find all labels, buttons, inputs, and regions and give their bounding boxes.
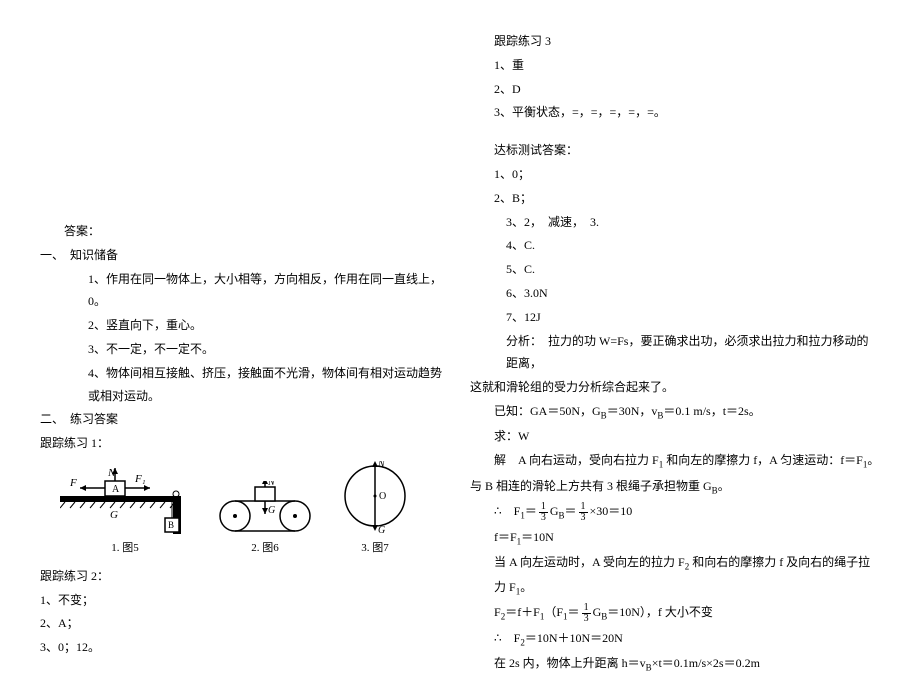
eq-line: ∴ F1＝13GB＝13×30＝10 bbox=[470, 500, 880, 524]
db-item: 4、C. bbox=[470, 234, 880, 257]
t2-item: 2、A； bbox=[40, 612, 450, 635]
seek-line: 求：W bbox=[470, 425, 880, 448]
answer-header: 答案： bbox=[40, 220, 450, 243]
fig5-svg: A F F₁ N G B bbox=[60, 466, 190, 536]
label-G: G bbox=[378, 525, 385, 536]
left-column: 答案： 一、 知识储备 1、作用在同一物体上，大小相等，方向相反，作用在同一直线… bbox=[30, 20, 460, 630]
label-O: O bbox=[379, 491, 386, 502]
figure-7: N O G 3. 图7 bbox=[340, 461, 410, 559]
s1-item: 4、物体间相互接触、挤压，接触面不光滑，物体间有相对运动趋势或相对运动。 bbox=[40, 362, 450, 408]
track2-header: 跟踪练习 2： bbox=[40, 565, 450, 588]
analysis-line2: 这就和滑轮组的受力分析综合起来了。 bbox=[470, 376, 880, 399]
track1-header: 跟踪练习 1： bbox=[40, 432, 450, 455]
t2-item: 1、不变； bbox=[40, 589, 450, 612]
solve-line: 解 A 向右运动，受向右拉力 F1 和向左的摩擦力 f，A 匀速运动：f＝F1。 bbox=[470, 449, 880, 473]
eq-line: F2＝f＋F1（F1＝13GB＝10N），f 大小不变 bbox=[470, 601, 880, 625]
figure-6: N G 2. 图6 bbox=[210, 481, 320, 559]
t3-item: 2、D bbox=[470, 78, 880, 101]
dabiao-header: 达标测试答案： bbox=[470, 139, 880, 162]
right-column: 跟踪练习 3 1、重 2、D 3、平衡状态，=，=，=，=，=。 达标测试答案：… bbox=[460, 20, 890, 630]
solve-line: 与 B 相连的滑轮上方共有 3 根绳子承担物重 GB。 bbox=[470, 475, 880, 499]
fig-label: 2. 图6 bbox=[251, 538, 279, 559]
analysis-line: 分析： 拉力的功 W=Fs，要正确求出功，必须求出拉力和拉力移动的距离， bbox=[470, 330, 880, 376]
label-F: F bbox=[69, 477, 77, 489]
label-N: N bbox=[107, 467, 116, 479]
t3-item: 1、重 bbox=[470, 54, 880, 77]
label-B: B bbox=[168, 520, 174, 530]
s1-item: 2、竖直向下，重心。 bbox=[40, 314, 450, 337]
eq-line: ∴ F2＝10N＋10N＝20N bbox=[470, 627, 880, 651]
label-F1: F₁ bbox=[134, 473, 146, 485]
label-G: G bbox=[110, 509, 118, 521]
fig6-svg: N G bbox=[210, 481, 320, 536]
figure-5: A F F₁ N G B 1. 图5 bbox=[60, 466, 190, 559]
fig-label: 3. 图7 bbox=[361, 538, 389, 559]
solve-line: 在 2s 内，物体上升距离 h＝vB×t＝0.1m/s×2s＝0.2m bbox=[470, 652, 880, 676]
label-A: A bbox=[112, 484, 120, 495]
t2-item: 3、0；12。 bbox=[40, 636, 450, 659]
db-item: 5、C. bbox=[470, 258, 880, 281]
label-G: G bbox=[268, 505, 275, 516]
fig7-svg: N O G bbox=[340, 461, 410, 536]
eq-line: f＝F1＝10N bbox=[470, 526, 880, 550]
section1-title: 一、 知识储备 bbox=[40, 244, 450, 267]
s1-item: 3、不一定，不一定不。 bbox=[40, 338, 450, 361]
solve-line: 当 A 向左运动时，A 受向左的拉力 F2 和向右的摩擦力 f 及向右的绳子拉力… bbox=[470, 551, 880, 600]
db-item: 6、3.0N bbox=[470, 282, 880, 305]
db-item: 1、0； bbox=[470, 163, 880, 186]
known-line: 已知：GA＝50N，GB＝30N，vB＝0.1 m/s，t＝2s。 bbox=[470, 400, 880, 424]
section2-title: 二、 练习答案 bbox=[40, 408, 450, 431]
figures-row: A F F₁ N G B 1. 图5 bbox=[40, 461, 450, 559]
track3-header: 跟踪练习 3 bbox=[470, 30, 880, 53]
label-N: N bbox=[377, 461, 386, 470]
label-N: N bbox=[267, 481, 276, 488]
db-item: 2、B； bbox=[470, 187, 880, 210]
t3-item: 3、平衡状态，=，=，=，=，=。 bbox=[470, 101, 880, 124]
db-item: 7、12J bbox=[470, 306, 880, 329]
s1-item: 1、作用在同一物体上，大小相等，方向相反，作用在同一直线上，0。 bbox=[40, 268, 450, 314]
fig-label: 1. 图5 bbox=[111, 538, 139, 559]
db-item: 3、2， 减速， 3. bbox=[470, 211, 880, 234]
